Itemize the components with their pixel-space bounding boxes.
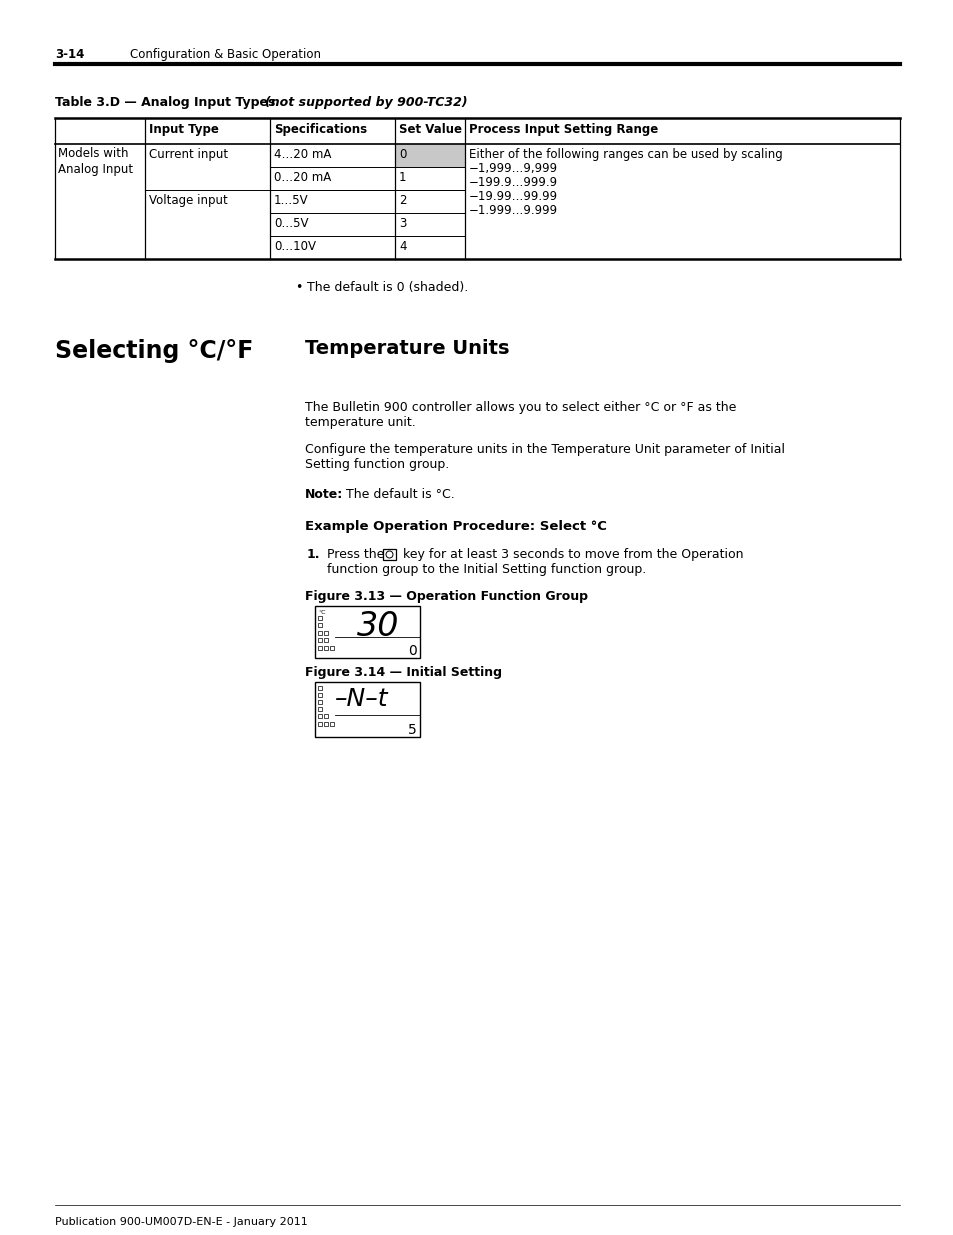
Bar xyxy=(317,638,322,642)
Bar xyxy=(317,616,322,620)
Bar xyxy=(317,700,322,704)
Text: The default is °C.: The default is °C. xyxy=(341,488,455,501)
Text: Press the: Press the xyxy=(327,548,388,561)
Text: 3: 3 xyxy=(398,217,406,230)
Text: Process Input Setting Range: Process Input Setting Range xyxy=(469,124,658,136)
Bar xyxy=(317,622,322,627)
Text: °C: °C xyxy=(317,610,325,615)
Text: The default is 0 (shaded).: The default is 0 (shaded). xyxy=(307,282,468,294)
Bar xyxy=(324,631,328,635)
Bar xyxy=(314,682,419,737)
Text: 3-14: 3-14 xyxy=(55,48,84,61)
Text: Figure 3.13 — Operation Function Group: Figure 3.13 — Operation Function Group xyxy=(305,590,587,603)
Text: 1…5V: 1…5V xyxy=(274,194,309,207)
Bar xyxy=(317,714,322,718)
Text: 4: 4 xyxy=(398,240,406,253)
Bar xyxy=(330,646,334,650)
Bar xyxy=(317,631,322,635)
Text: −19.99…99.99: −19.99…99.99 xyxy=(469,190,558,203)
Text: Current input: Current input xyxy=(149,148,228,161)
Text: 0…5V: 0…5V xyxy=(274,217,308,230)
Bar xyxy=(395,144,464,167)
Text: Either of the following ranges can be used by scaling: Either of the following ranges can be us… xyxy=(469,148,781,161)
Text: Figure 3.14 — Initial Setting: Figure 3.14 — Initial Setting xyxy=(305,666,501,679)
Text: 1: 1 xyxy=(398,170,406,184)
Text: Specifications: Specifications xyxy=(274,124,367,136)
Bar xyxy=(317,693,322,697)
Text: 2: 2 xyxy=(398,194,406,207)
Text: Selecting °C/°F: Selecting °C/°F xyxy=(55,338,253,363)
Text: Voltage input: Voltage input xyxy=(149,194,228,207)
Bar xyxy=(330,722,334,726)
Text: 5: 5 xyxy=(408,722,416,737)
Bar xyxy=(324,714,328,718)
Text: Models with
Analog Input: Models with Analog Input xyxy=(58,147,133,177)
Text: The Bulletin 900 controller allows you to select either °C or °F as the: The Bulletin 900 controller allows you t… xyxy=(305,401,736,414)
Text: Configuration & Basic Operation: Configuration & Basic Operation xyxy=(130,48,320,61)
Bar xyxy=(324,646,328,650)
Text: Note:: Note: xyxy=(305,488,343,501)
Text: key for at least 3 seconds to move from the Operation: key for at least 3 seconds to move from … xyxy=(398,548,742,561)
Text: Example Operation Procedure: Select °C: Example Operation Procedure: Select °C xyxy=(305,520,606,534)
Text: •: • xyxy=(294,282,302,294)
Bar xyxy=(314,606,419,658)
Bar xyxy=(382,550,395,559)
Text: temperature unit.: temperature unit. xyxy=(305,416,416,429)
Text: function group to the Initial Setting function group.: function group to the Initial Setting fu… xyxy=(327,563,645,576)
Bar xyxy=(317,646,322,650)
Text: Configure the temperature units in the Temperature Unit parameter of Initial: Configure the temperature units in the T… xyxy=(305,443,784,456)
Text: 0…20 mA: 0…20 mA xyxy=(274,170,331,184)
Text: Table 3.D — Analog Input Types: Table 3.D — Analog Input Types xyxy=(55,96,279,109)
Text: −1,999…9,999: −1,999…9,999 xyxy=(469,162,558,175)
Text: Setting function group.: Setting function group. xyxy=(305,458,449,471)
Text: −199.9…999.9: −199.9…999.9 xyxy=(469,177,558,189)
Bar xyxy=(324,638,328,642)
Text: 0…10V: 0…10V xyxy=(274,240,315,253)
Text: (not supported by 900-TC32): (not supported by 900-TC32) xyxy=(265,96,467,109)
Text: Input Type: Input Type xyxy=(149,124,218,136)
Text: 4…20 mA: 4…20 mA xyxy=(274,148,331,161)
Text: Temperature Units: Temperature Units xyxy=(305,338,509,358)
Bar xyxy=(324,722,328,726)
Text: Publication 900-UM007D-EN-E - January 2011: Publication 900-UM007D-EN-E - January 20… xyxy=(55,1216,308,1228)
Text: 0: 0 xyxy=(398,148,406,161)
Text: −1.999…9.999: −1.999…9.999 xyxy=(469,204,558,217)
Text: –N–t: –N–t xyxy=(335,687,388,711)
Text: 0: 0 xyxy=(408,643,416,658)
Text: 30: 30 xyxy=(356,610,399,643)
Text: 1.: 1. xyxy=(307,548,320,561)
Bar xyxy=(317,706,322,711)
Bar xyxy=(317,722,322,726)
Bar xyxy=(317,685,322,690)
Text: Set Value: Set Value xyxy=(398,124,461,136)
